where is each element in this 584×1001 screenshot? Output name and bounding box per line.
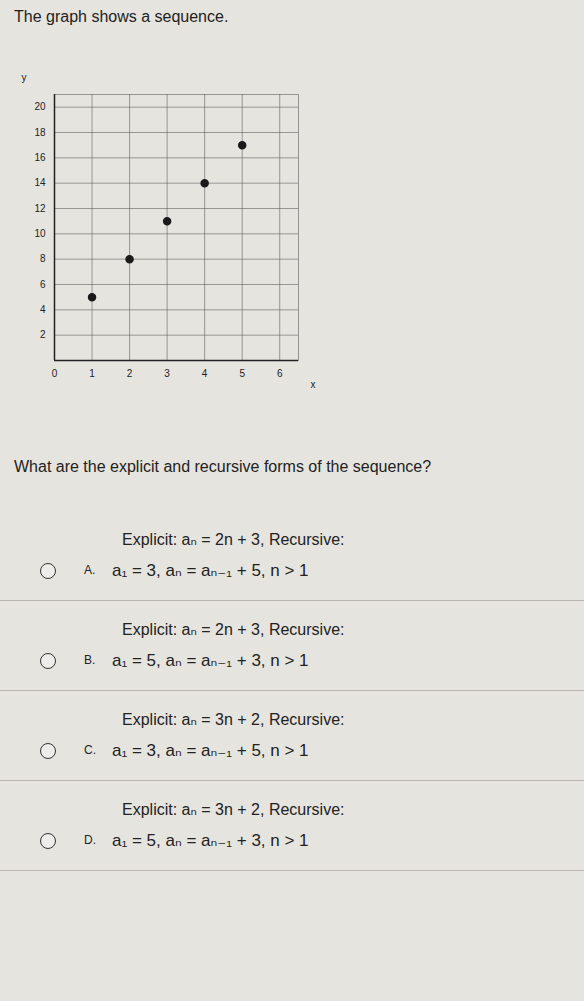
svg-text:2: 2 bbox=[40, 329, 46, 340]
html-text:a₁ = 5, aₙ = aₙ₋₁ + 3, n > 1: a₁ = 5, aₙ = aₙ₋₁ + 3, n > 1 bbox=[112, 651, 309, 670]
html-text:A.: A. bbox=[84, 563, 96, 577]
svg-text:2: 2 bbox=[127, 368, 133, 379]
svg-text:3: 3 bbox=[164, 368, 170, 379]
svg-text:8: 8 bbox=[40, 253, 46, 264]
svg-text:12: 12 bbox=[34, 203, 46, 214]
html-text:Explicit: aₙ = 3n + 2, Recursi: Explicit: aₙ = 3n + 2, Recursive: bbox=[122, 711, 345, 728]
svg-text:x: x bbox=[311, 379, 316, 390]
svg-text:16: 16 bbox=[34, 152, 46, 163]
html-text:a₁ = 3, aₙ = aₙ₋₁ + 5, n > 1: a₁ = 3, aₙ = aₙ₋₁ + 5, n > 1 bbox=[112, 561, 309, 580]
svg-text:4: 4 bbox=[40, 304, 46, 315]
html-text:a₁ = 5, aₙ = aₙ₋₁ + 3, n > 1: a₁ = 5, aₙ = aₙ₋₁ + 3, n > 1 bbox=[112, 831, 309, 850]
svg-text:4: 4 bbox=[202, 368, 208, 379]
html-text:The graph shows a sequence.: The graph shows a sequence. bbox=[14, 8, 229, 25]
svg-text:0: 0 bbox=[52, 368, 58, 379]
svg-text:14: 14 bbox=[34, 177, 46, 188]
html-text:B.: B. bbox=[84, 653, 96, 667]
html-text:Explicit: aₙ = 3n + 2, Recursi: Explicit: aₙ = 3n + 2, Recursive: bbox=[122, 801, 345, 818]
svg-text:6: 6 bbox=[277, 368, 283, 379]
html-text:Explicit: aₙ = 2n + 3, Recursi: Explicit: aₙ = 2n + 3, Recursive: bbox=[122, 531, 345, 548]
html-text:D.: D. bbox=[84, 833, 96, 847]
svg-text:10: 10 bbox=[34, 228, 46, 239]
html-text:C.: C. bbox=[84, 743, 96, 757]
html-text:What are the explicit and recu: What are the explicit and recursive form… bbox=[14, 458, 432, 475]
svg-text:18: 18 bbox=[34, 127, 46, 138]
svg-text:6: 6 bbox=[40, 279, 46, 290]
html-text:Explicit: aₙ = 2n + 3, Recursi: Explicit: aₙ = 2n + 3, Recursive: bbox=[122, 621, 345, 638]
svg-text:y: y bbox=[22, 72, 27, 83]
svg-text:5: 5 bbox=[239, 368, 245, 379]
svg-text:20: 20 bbox=[34, 101, 46, 112]
svg-text:1: 1 bbox=[89, 368, 95, 379]
html-text:a₁ = 3, aₙ = aₙ₋₁ + 5, n > 1: a₁ = 3, aₙ = aₙ₋₁ + 5, n > 1 bbox=[112, 741, 309, 760]
